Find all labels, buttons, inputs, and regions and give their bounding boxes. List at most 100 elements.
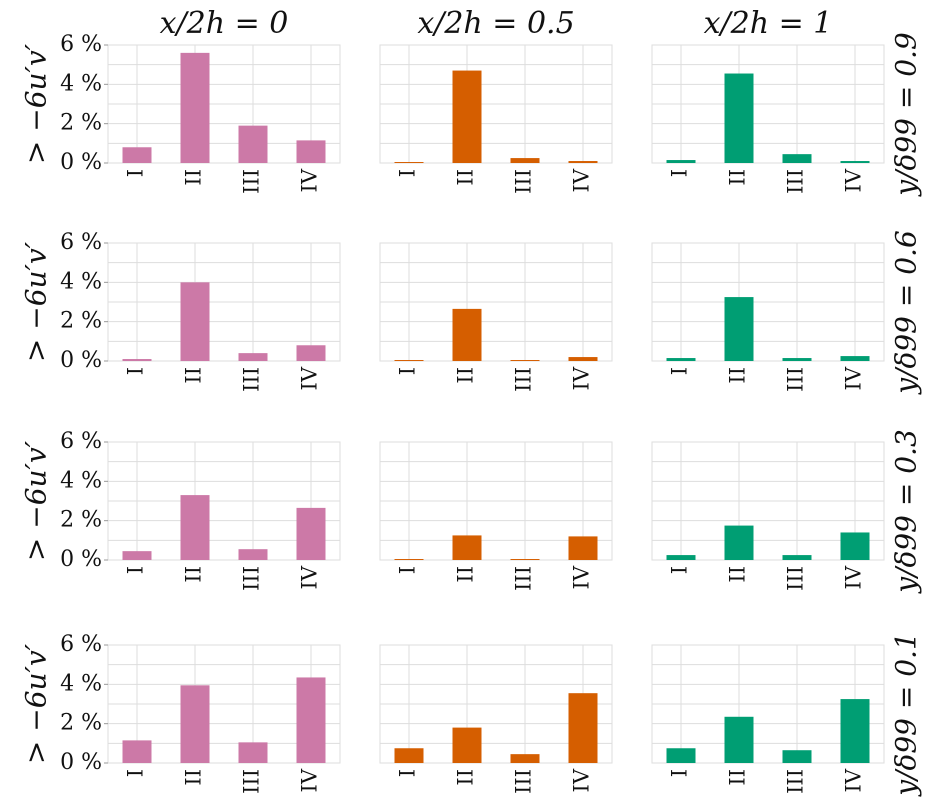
x-tick-label: I [668,566,692,574]
x-tick-label: II [454,367,478,384]
bar [666,160,696,163]
bar [394,162,424,163]
y-tick-label: 0 % [60,547,102,572]
x-tick-label: III [512,769,536,794]
x-tick-label: III [784,169,808,194]
y-tick-label: 0 % [60,750,102,775]
bar [238,353,268,361]
bar [568,536,598,560]
bar [510,559,540,560]
plot-frame [379,44,613,164]
bar [568,357,598,361]
x-tick-label: IV [298,565,322,589]
bar [452,70,482,163]
bar [394,559,424,560]
bar [122,359,152,361]
plot-frame [379,441,613,561]
x-tick-label: II [726,169,750,186]
bar [452,535,482,560]
plot-frame [107,242,341,362]
x-tick-label: IV [570,565,594,589]
bar [394,360,424,361]
bar [724,525,754,560]
x-tick-label: III [240,169,264,194]
bar [840,356,870,361]
y-axis-label: > −6u′v′ [20,241,53,362]
bar [122,740,152,763]
x-tick-label: I [124,769,148,777]
bar [666,358,696,361]
y-tick-label: 4 % [60,468,102,493]
bar [568,693,598,763]
x-tick-label: III [784,769,808,794]
bar [296,677,326,763]
plot-frame [651,44,885,164]
bar [782,358,812,361]
x-tick-label: III [240,566,264,591]
y-axis-label: > −6u′v′ [20,643,53,764]
row-label: y/δ99 = 0.6 [890,230,923,396]
bar [180,685,210,763]
x-tick-label: I [668,169,692,177]
row-label: y/δ99 = 0.1 [890,632,923,798]
x-tick-label: II [454,769,478,786]
y-tick-label: 4 % [60,671,102,696]
bar [840,699,870,763]
plot-frame [379,242,613,362]
y-axis-label: > −6u′v′ [20,43,53,164]
x-tick-label: IV [842,366,866,390]
x-tick-label: I [668,769,692,777]
y-tick-label: 6 % [60,230,102,255]
bar [666,748,696,763]
x-tick-label: II [726,566,750,583]
bar [724,716,754,763]
x-tick-label: II [182,367,206,384]
x-tick-label: I [124,566,148,574]
bar [840,161,870,163]
x-tick-label: I [396,769,420,777]
bar [666,555,696,560]
x-tick-label: IV [842,565,866,589]
x-tick-label: II [182,169,206,186]
x-tick-label: I [668,367,692,375]
bar [238,549,268,560]
bar [180,495,210,560]
plot-frame [107,441,341,561]
bar [452,308,482,361]
column-title: x/2h = 0.5 [417,6,574,41]
x-tick-label: I [396,367,420,375]
x-tick-label: II [454,169,478,186]
y-tick-label: 0 % [60,150,102,175]
x-tick-label: IV [842,168,866,192]
x-tick-label: I [124,367,148,375]
y-tick-label: 6 % [60,429,102,454]
bar [296,140,326,163]
x-tick-label: III [240,769,264,794]
row-label: y/δ99 = 0.3 [890,429,923,595]
y-tick-label: 2 % [60,508,102,533]
plot-frame [651,644,885,764]
x-tick-label: I [396,169,420,177]
bar [510,158,540,163]
x-tick-label: IV [842,768,866,792]
plot-frame [651,441,885,561]
x-tick-label: II [182,769,206,786]
y-tick-label: 6 % [60,632,102,657]
x-tick-label: II [454,566,478,583]
plot-frame [107,44,341,164]
bar [122,551,152,560]
column-title: x/2h = 1 [704,6,833,41]
bar [724,73,754,163]
x-tick-label: III [512,169,536,194]
x-tick-label: I [396,566,420,574]
y-tick-label: 2 % [60,711,102,736]
x-tick-label: II [182,566,206,583]
plot-frame [379,644,613,764]
bar [568,161,598,163]
bar [296,507,326,560]
y-tick-label: 2 % [60,309,102,334]
bar [238,125,268,163]
x-tick-label: III [512,367,536,392]
bar [782,555,812,560]
